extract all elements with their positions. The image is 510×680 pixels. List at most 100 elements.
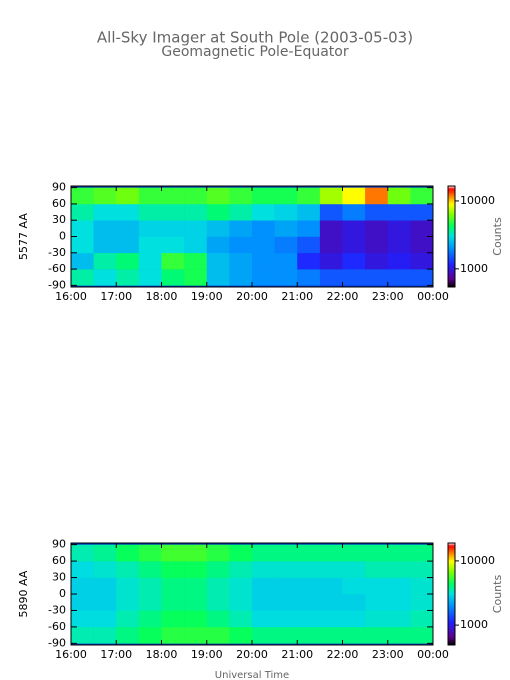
heat-cell [184,203,208,221]
colorbar-step [448,199,455,202]
x-tick-label: 00:00 [417,648,449,661]
heat-cell [252,544,275,562]
colorbar-step [448,201,455,204]
heat-cell [342,236,366,254]
heat-cell [71,187,94,205]
colorbar-step [448,253,455,256]
heat-cell [184,610,208,628]
colorbar-step [448,211,455,214]
y-tick-label: 30 [52,213,66,226]
colorbar-tick-label: 1000 [460,262,488,275]
x-tick-label: 20:00 [236,290,268,303]
heat-cell [365,187,389,205]
y-axis-label: 5577 AA [17,213,30,260]
colorbar-step [448,553,455,556]
colorbar-step [448,621,455,624]
heat-cell [116,626,140,644]
x-tick-label: 20:00 [236,648,268,661]
heat-cell [161,220,185,237]
colorbar-step [448,631,455,634]
heat-cell [229,252,253,270]
colorbar-step [448,214,455,217]
colorbar-step [448,239,455,243]
heat-cell [161,594,185,611]
heat-cell [206,220,230,237]
heat-cell [297,252,321,270]
colorbar-step [448,622,455,626]
heat-cell [410,252,434,270]
heat-cell [71,610,94,628]
colorbar-step [448,189,455,192]
colorbar-step [448,570,455,573]
colorbar-step [448,258,455,261]
chart-title: All-Sky Imager at South Pole (2003-05-03… [97,29,413,47]
colorbar-step [448,643,455,646]
y-tick-label: 60 [52,197,66,210]
heat-cell [206,626,230,644]
heat-cell [297,203,321,221]
heat-cell [319,269,343,286]
colorbar-step [448,580,455,583]
colorbar-step [448,607,455,610]
heat-cell [342,187,366,205]
heat-cell [161,561,185,578]
colorbar-step [448,612,455,615]
heat-cell [93,561,117,578]
x-tick-label: 22:00 [327,290,359,303]
colorbar-step [448,628,455,631]
colorbar-step [448,206,455,209]
heat-cell [161,610,185,628]
heat-cell [138,220,162,237]
heat-cell [410,577,434,595]
heat-cell [161,577,185,595]
heat-cell [138,252,162,270]
colorbar-step [448,263,455,266]
heat-cell [274,252,298,270]
heat-cell [184,544,208,562]
heat-cell [365,252,389,270]
heat-cell [387,220,411,237]
colorbar-tick-label: 10000 [460,554,495,567]
colorbar-step [448,587,455,590]
colorbar-step [448,197,455,200]
heat-cell [252,203,275,221]
x-tick-label: 21:00 [281,648,313,661]
heat-cell [319,544,343,562]
colorbar-step [448,548,455,551]
heat-cell [387,610,411,628]
heat-cell [319,626,343,644]
heat-cell [274,626,298,644]
heat-cell [93,252,117,270]
heat-cell [274,610,298,628]
y-tick-label: -30 [48,603,66,616]
colorbar-step [448,582,455,585]
colorbar-step [448,619,455,622]
heat-cell [229,220,253,237]
heat-cell [229,561,253,578]
heat-cell [252,236,275,254]
heat-cell [116,220,140,237]
heat-cell [93,269,117,286]
heat-cell [387,252,411,270]
heat-cell [297,220,321,237]
colorbar-step [448,244,455,248]
heat-cell [229,577,253,595]
y-tick-label: 60 [52,554,66,567]
colorbar-step [448,588,455,592]
heat-cell [229,544,253,562]
heat-cell [274,561,298,578]
heat-cell [116,544,140,562]
heat-cell [116,594,140,611]
heat-cell [229,269,253,286]
y-tick-label: 90 [52,538,66,551]
colorbar-step [448,270,455,273]
y-tick-label: 90 [52,181,66,194]
heat-cell [365,626,389,644]
heat-cell [319,252,343,270]
colorbar-step [448,565,455,568]
colorbar-step [448,544,455,547]
heat-cell [116,577,140,595]
heat-cell [93,594,117,611]
colorbar-step [448,573,455,576]
heat-cell [342,610,366,628]
